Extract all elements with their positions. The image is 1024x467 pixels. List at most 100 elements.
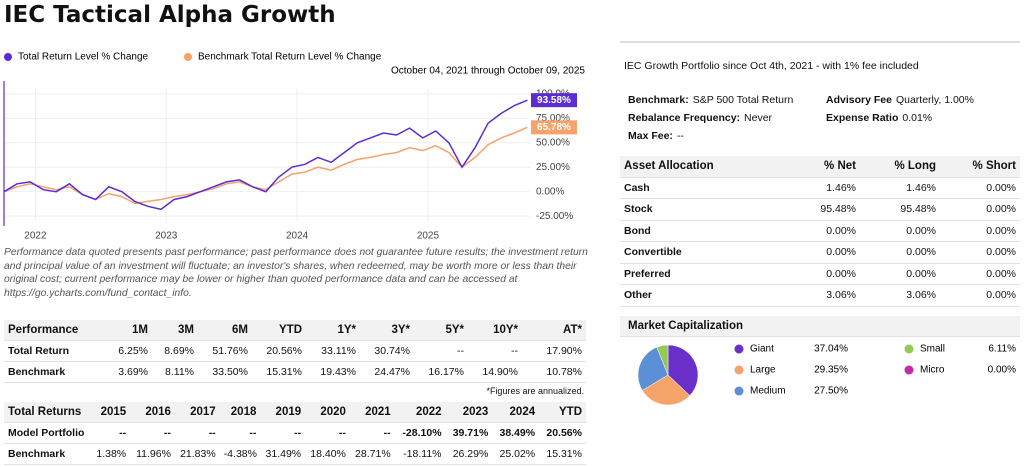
- row: Other 3.06% 3.06% 0.00%: [620, 284, 1020, 307]
- field-label: Expense Ratio: [826, 112, 899, 124]
- cell: 18.40%: [305, 443, 350, 465]
- header-cell: % Short: [940, 156, 1020, 178]
- row: Model Portfolio -- -- -- -- -- -- -- -28.10% 39.7…: [4, 422, 586, 444]
- legend-value: 37.04%: [814, 344, 848, 355]
- row: Cash 1.46% 1.46% 0.00%: [620, 177, 1020, 199]
- cell: 0.00%: [940, 263, 1020, 285]
- legend-marker: [734, 344, 744, 354]
- disclaimer: Performance data quoted presents past pe…: [4, 247, 588, 299]
- header-cell: YTD: [252, 320, 306, 341]
- row-label: Cash: [620, 177, 780, 199]
- field-label: Rebalance Frequency:: [628, 112, 741, 124]
- cell: 0.00%: [940, 198, 1020, 221]
- legend-label: Benchmark Total Return Level % Change: [198, 52, 382, 63]
- legend-label: Medium: [750, 386, 786, 397]
- cell: 11.96%: [130, 443, 175, 465]
- field-label: Advisory Fee: [826, 94, 892, 106]
- info-field: Advisory Fee Quarterly, 1.00%: [826, 94, 974, 106]
- cell: 20.56%: [252, 340, 306, 362]
- info-field: Rebalance Frequency: Never: [628, 112, 772, 124]
- field-label: Max Fee:: [628, 130, 673, 142]
- row-label: Other: [620, 284, 780, 307]
- info-field: Max Fee: --: [628, 130, 684, 142]
- header-cell: 2018: [219, 402, 261, 423]
- field-value: S&P 500 Total Return: [692, 94, 794, 106]
- info-field: Benchmark: S&P 500 Total Return: [628, 94, 793, 106]
- header-cell: 6M: [198, 320, 252, 341]
- y-tick-label: 25.00%: [536, 162, 570, 173]
- cell: 1.38%: [91, 443, 131, 465]
- row-label: Benchmark: [4, 443, 92, 465]
- cell: 1.46%: [860, 177, 940, 199]
- cell: 15.31%: [252, 361, 306, 383]
- legend-marker: [184, 53, 192, 61]
- field-value: Quarterly, 1.00%: [895, 94, 974, 106]
- line-series: [3, 99, 528, 211]
- legend-marker: [904, 344, 914, 354]
- row: Preferred 0.00% 0.00% 0.00%: [620, 263, 1020, 285]
- cell: 28.71%: [349, 443, 395, 465]
- cell: 0.00%: [940, 241, 1020, 264]
- cell: 95.48%: [780, 198, 860, 221]
- cell: 25.02%: [492, 443, 540, 465]
- divider: [620, 41, 1020, 43]
- header-cell: 2024: [492, 402, 540, 423]
- legend-value: 0.00%: [988, 365, 1016, 376]
- pie-chart: Giant 37.04% Large 29.35% Medium 27.50% Small 6…: [637, 344, 1016, 406]
- row: Benchmark 3.69% 8.11% 33.50% 15.31% 19.43% 24.…: [4, 361, 586, 383]
- cell: 3.06%: [780, 284, 860, 307]
- header-cell: 2020: [305, 402, 350, 423]
- cell: --: [468, 340, 522, 362]
- x-tick-label: 2025: [417, 231, 440, 242]
- row: Benchmark 1.38% 11.96% 21.83% -4.38% 31.49% 18…: [4, 443, 586, 465]
- info-title: IEC Growth Portfolio since Oct 4th, 2021…: [624, 60, 919, 72]
- legend-label: Small: [920, 344, 945, 355]
- cell: 0.00%: [860, 263, 940, 285]
- row-label: Benchmark: [4, 361, 104, 383]
- cell: -18.11%: [394, 443, 446, 465]
- cell: --: [91, 422, 131, 444]
- cell: 95.48%: [860, 198, 940, 221]
- cell: 0.00%: [940, 220, 1020, 242]
- cell: 38.49%: [492, 422, 540, 444]
- row-label: Convertible: [620, 241, 780, 264]
- header-cell: Performance: [4, 320, 104, 341]
- cell: 33.11%: [306, 340, 360, 362]
- cell: 8.11%: [152, 361, 198, 383]
- y-tick-label: 0.00%: [536, 186, 564, 197]
- cell: 39.71%: [445, 422, 493, 444]
- cell: 21.83%: [174, 443, 220, 465]
- legend-label: Total Return Level % Change: [18, 52, 149, 63]
- header-row: Total Returns 2015 2016 2017 2018 2019 2020 202…: [4, 402, 586, 423]
- field-label: Benchmark:: [628, 94, 689, 106]
- cell: 0.00%: [860, 241, 940, 264]
- header-cell: 2019: [260, 402, 306, 423]
- cell: 19.43%: [306, 361, 360, 383]
- page-title: IEC Tactical Alpha Growth: [4, 2, 336, 28]
- row-label: Preferred: [620, 263, 780, 285]
- header-cell: 1M: [104, 320, 152, 341]
- y-tick-label: 50.00%: [536, 137, 570, 148]
- field-value: Never: [744, 112, 773, 124]
- legend-marker: [734, 386, 744, 396]
- end-label: 65.78%: [537, 122, 571, 133]
- end-label: 93.58%: [537, 95, 571, 106]
- cell: -28.10%: [394, 422, 446, 444]
- cell: --: [174, 422, 220, 444]
- cell: -4.38%: [219, 443, 261, 465]
- header-cell: AT*: [522, 320, 586, 341]
- row-label: Bond: [620, 220, 780, 242]
- row: Total Return 6.25% 8.69% 51.76% 20.56% 33.11%…: [4, 340, 586, 362]
- header-cell: Total Returns: [4, 402, 92, 423]
- cell: 31.49%: [260, 443, 306, 465]
- pie-slice: [656, 344, 669, 376]
- cell: --: [305, 422, 350, 444]
- cell: 16.17%: [414, 361, 468, 383]
- cell: --: [349, 422, 395, 444]
- header-cell: 2016: [130, 402, 175, 423]
- x-tick-label: 2024: [286, 231, 309, 242]
- header-cell: % Long: [860, 156, 940, 178]
- header-cell: 2021: [349, 402, 395, 423]
- total-returns-table: Total Returns 2015 2016 2017 2018 2019 2020 202…: [4, 402, 586, 465]
- field-value: 0.01%: [902, 112, 933, 124]
